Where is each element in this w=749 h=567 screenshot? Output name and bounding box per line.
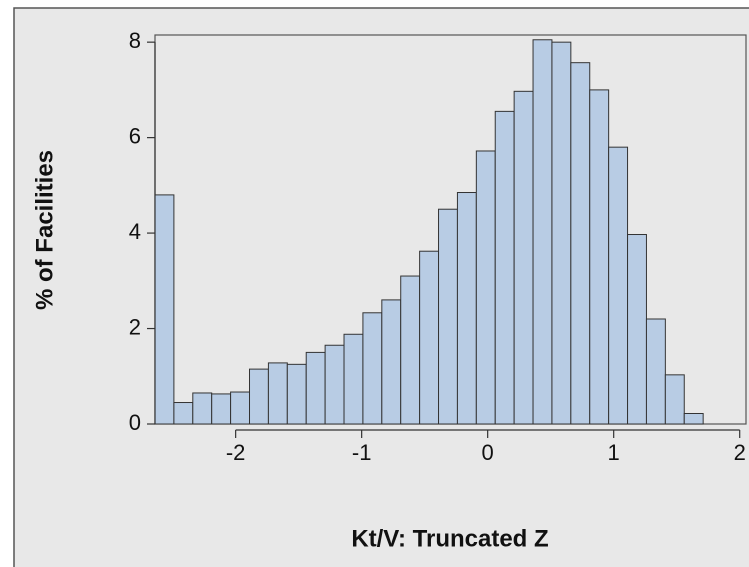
y-tick-label: 8 [129, 28, 141, 53]
x-axis-title: Kt/V: Truncated Z [351, 525, 548, 552]
bar [400, 275, 421, 425]
bar [494, 110, 515, 425]
bar [211, 393, 232, 425]
bar [570, 62, 591, 425]
bar [683, 412, 704, 425]
y-axis-title: % of Facilities [31, 150, 58, 310]
bar [381, 299, 402, 425]
bar [286, 363, 307, 425]
bar [608, 146, 629, 425]
bar [230, 391, 251, 425]
x-tick-label: -2 [226, 440, 246, 465]
bar [589, 89, 610, 425]
bar [192, 392, 213, 425]
x-tick-label: 2 [734, 440, 746, 465]
bar [324, 344, 345, 425]
bar [551, 41, 572, 425]
bar [173, 402, 194, 425]
bar [267, 362, 288, 425]
bar [305, 351, 326, 425]
x-tick-label: 0 [482, 440, 494, 465]
x-tick-label: 1 [608, 440, 620, 465]
bar [532, 39, 553, 425]
bar [438, 208, 458, 425]
y-tick-label: 6 [129, 123, 141, 148]
bar [513, 90, 534, 425]
y-tick-label: 4 [129, 219, 141, 244]
y-tick-label: 2 [129, 314, 141, 339]
bar [343, 333, 364, 425]
y-tick-label: 0 [129, 410, 141, 435]
bar [664, 374, 685, 425]
bar [419, 250, 440, 425]
bar [627, 234, 647, 425]
bar [475, 150, 496, 425]
bar [249, 368, 269, 425]
bar [645, 318, 666, 425]
bar [456, 192, 477, 425]
bar [362, 312, 383, 425]
x-tick-label: -1 [352, 440, 372, 465]
bar [154, 194, 175, 425]
